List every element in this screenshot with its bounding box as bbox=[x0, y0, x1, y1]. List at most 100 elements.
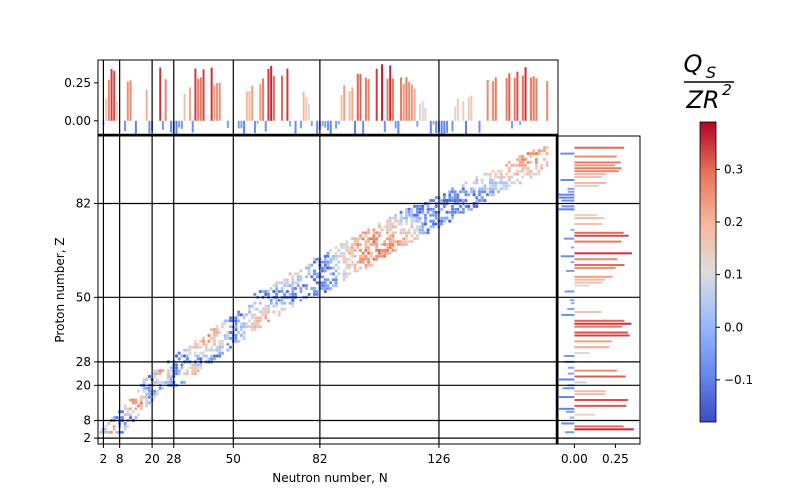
nuclide-point bbox=[158, 369, 162, 373]
nuclide-point bbox=[529, 160, 533, 164]
top-hist-bar bbox=[435, 120, 438, 134]
nuclide-point bbox=[348, 263, 352, 267]
nuclide-point bbox=[288, 272, 292, 276]
nuclide-point bbox=[196, 345, 200, 349]
nuclide-point bbox=[166, 377, 170, 382]
nuclide-point bbox=[215, 348, 219, 352]
nuclide-point bbox=[234, 333, 238, 338]
right-hist-bar bbox=[574, 346, 610, 349]
nuclide-point bbox=[139, 404, 143, 408]
nuclide-point bbox=[277, 313, 281, 317]
nuclide-point bbox=[448, 193, 452, 197]
nuclide-point bbox=[434, 216, 438, 220]
nuclide-point bbox=[207, 348, 211, 352]
nuclide-point bbox=[429, 207, 433, 211]
nuclide-point bbox=[191, 345, 195, 349]
top-hist-bar bbox=[180, 120, 183, 129]
nuclide-point bbox=[329, 272, 333, 276]
nuclide-point bbox=[356, 245, 360, 250]
nuclide-point bbox=[185, 369, 189, 373]
nuclide-point bbox=[250, 328, 254, 332]
nuclide-point bbox=[518, 157, 522, 162]
nuclide-point bbox=[312, 260, 317, 264]
nuclide-point bbox=[429, 225, 433, 229]
nuclide-point bbox=[415, 213, 419, 217]
top-hist-bar bbox=[440, 120, 443, 136]
nuclide-point bbox=[394, 216, 398, 220]
nuclide-point bbox=[212, 354, 216, 358]
nuclide-point bbox=[434, 222, 438, 226]
nuclide-point bbox=[464, 204, 468, 208]
nuclide-point bbox=[315, 281, 319, 285]
nuclide-point bbox=[161, 369, 165, 373]
top-hist-bar bbox=[107, 79, 110, 121]
nuclide-point bbox=[299, 286, 303, 291]
nuclide-point bbox=[483, 187, 487, 191]
nuclide-point bbox=[339, 245, 344, 250]
top-hist-bar bbox=[354, 120, 357, 136]
nuclide-point bbox=[377, 251, 381, 255]
nuclide-point bbox=[229, 345, 233, 349]
right-hist-bar bbox=[560, 179, 575, 181]
nuclide-point bbox=[488, 175, 492, 179]
nuclide-point bbox=[407, 210, 411, 214]
nuclide-point bbox=[104, 430, 108, 434]
right-hist-bar bbox=[574, 275, 613, 278]
nuclide-point bbox=[250, 322, 254, 326]
nuclide-point bbox=[515, 172, 520, 176]
nuclide-point bbox=[307, 292, 311, 296]
nuclide-point bbox=[369, 251, 373, 255]
nuclide-point bbox=[126, 410, 130, 414]
top-hist-bar bbox=[308, 104, 311, 121]
nuclide-point bbox=[266, 307, 271, 311]
nuclide-point bbox=[404, 213, 409, 217]
nuclide-point bbox=[242, 325, 246, 329]
top-hist-bar bbox=[321, 120, 324, 127]
nuclide-point bbox=[139, 395, 143, 399]
right-hist-bar bbox=[561, 313, 575, 316]
nuclide-point bbox=[367, 231, 371, 235]
nuclide-point bbox=[383, 225, 387, 229]
nuclide-point bbox=[385, 228, 390, 232]
nuclide-point bbox=[394, 225, 398, 229]
nuclide-point bbox=[299, 275, 303, 279]
top-hist-bar bbox=[391, 78, 394, 121]
top-hist-bar bbox=[375, 68, 378, 121]
nuclide-point bbox=[385, 219, 390, 223]
nuclide-point bbox=[353, 237, 357, 241]
y-tick-label: 20 bbox=[76, 378, 91, 392]
nuclide-point bbox=[353, 254, 357, 258]
nuclide-point bbox=[242, 322, 246, 326]
top-hist-bar bbox=[381, 64, 384, 121]
nuclide-point bbox=[434, 204, 438, 208]
nuclide-point bbox=[404, 237, 409, 241]
nuclide-point bbox=[440, 219, 444, 223]
nuclide-point bbox=[388, 225, 392, 229]
nuclide-point bbox=[296, 278, 300, 282]
nuclide-point bbox=[229, 316, 233, 320]
top-hist-bar bbox=[262, 78, 265, 121]
top-hist-bar bbox=[413, 88, 416, 121]
nuclide-point bbox=[266, 289, 271, 294]
nuclide-point bbox=[415, 210, 419, 214]
top-hist-bar bbox=[240, 120, 243, 129]
nuclide-point bbox=[153, 372, 157, 376]
nuclide-point bbox=[220, 322, 225, 326]
nuclide-point bbox=[356, 269, 360, 273]
nuclide-point bbox=[399, 210, 403, 214]
nuclide-point bbox=[464, 190, 468, 194]
nuclide-point bbox=[145, 386, 149, 390]
nuclide-point bbox=[258, 289, 262, 294]
nuclide-point bbox=[526, 169, 530, 173]
nuclide-point bbox=[418, 231, 422, 235]
nuclide-point bbox=[385, 225, 390, 229]
nuclide-point bbox=[396, 222, 400, 226]
nuclide-point bbox=[415, 204, 419, 208]
top-hist-bar bbox=[335, 120, 338, 129]
nuclide-point bbox=[153, 374, 157, 379]
nuclide-point bbox=[521, 163, 525, 167]
nuclide-point bbox=[277, 310, 281, 314]
nuclide-point bbox=[475, 204, 479, 208]
nuclide-point bbox=[383, 240, 387, 244]
